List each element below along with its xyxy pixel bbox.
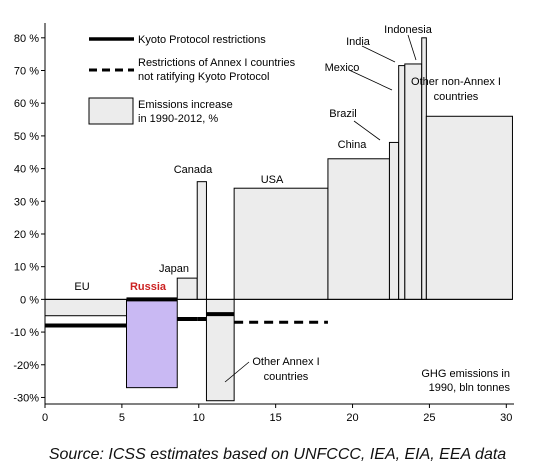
leader-line <box>348 69 393 91</box>
bar-usa <box>233 187 329 300</box>
legend-label-kyoto: Kyoto Protocol restrictions <box>138 34 266 46</box>
bar-russia <box>125 298 178 389</box>
bar-eu <box>44 298 127 317</box>
bar-label-china: China <box>338 139 368 151</box>
bar-brazil <box>388 141 400 300</box>
y-tick-label: 40 % <box>14 164 39 176</box>
bar-china <box>327 158 390 300</box>
bar-japan <box>176 277 198 300</box>
x-axis-label: 1990, bln tonnes <box>429 382 511 394</box>
legend-label-emissions-line2: in 1990-2012, % <box>138 113 218 125</box>
leader-line <box>407 34 417 61</box>
y-tick-label: 20 % <box>14 229 39 241</box>
bar-label-other-annex-i-countries-line2: countries <box>264 371 309 383</box>
x-tick-label: 30 <box>500 412 512 424</box>
bar-label-other-non-annex-i-countries-line2: countries <box>434 91 479 103</box>
bar-label-india: India <box>346 36 371 48</box>
legend-label-emissions: Emissions increase <box>138 99 233 111</box>
y-tick-label: -10 % <box>10 327 39 339</box>
bar-other-non-annex-i-countries <box>425 115 513 300</box>
leader-line <box>224 361 250 383</box>
y-tick-label: 30 % <box>14 196 39 208</box>
bar-label-russia: Russia <box>130 281 167 293</box>
y-tick-label: 80 % <box>14 33 39 45</box>
bar-label-indonesia: Indonesia <box>384 24 433 36</box>
y-tick-label: 60 % <box>14 98 39 110</box>
y-tick-label: -30% <box>13 392 39 404</box>
legend-box <box>88 97 134 125</box>
leader-line <box>353 120 381 141</box>
source-caption: Source: ICSS estimates based on UNFCCC, … <box>48 446 507 463</box>
y-tick-label: 10 % <box>14 262 39 274</box>
x-tick-label: 10 <box>193 412 205 424</box>
bar-other-annex-i-countries <box>205 298 235 402</box>
bar-label-eu: EU <box>74 281 89 293</box>
bar-label-canada: Canada <box>174 164 213 176</box>
x-axis-label: GHG emissions in <box>421 368 510 380</box>
legend-label-non-ratifying: Restrictions of Annex I countries <box>138 57 296 69</box>
y-tick-label: 50 % <box>14 131 39 143</box>
bar-india <box>404 63 423 300</box>
x-tick-label: 25 <box>423 412 435 424</box>
x-tick-label: 15 <box>270 412 282 424</box>
bar-label-other-non-annex-i-countries: Other non-Annex I <box>411 76 501 88</box>
bar-canada <box>196 181 207 300</box>
legend-label-non-ratifying-line2: not ratifying Kyoto Protocol <box>138 71 269 83</box>
bar-mexico <box>398 65 406 300</box>
chart: -30% -20% -10 % 0 % 10 % 20 % 30 % 40 % 50 % 60 %… <box>10 23 514 424</box>
y-tick-label: -20% <box>13 360 39 372</box>
bar-label-brazil: Brazil <box>329 108 357 120</box>
x-tick-label: 5 <box>119 412 125 424</box>
x-tick-label: 0 <box>42 412 48 424</box>
bar-label-usa: USA <box>261 174 284 186</box>
leader-line <box>361 45 396 63</box>
y-tick-label: 0 % <box>20 294 39 306</box>
bar-label-japan: Japan <box>159 263 189 275</box>
bar-label-other-annex-i-countries: Other Annex I <box>252 356 319 368</box>
y-tick-label: 70 % <box>14 66 39 78</box>
x-tick-label: 20 <box>346 412 358 424</box>
